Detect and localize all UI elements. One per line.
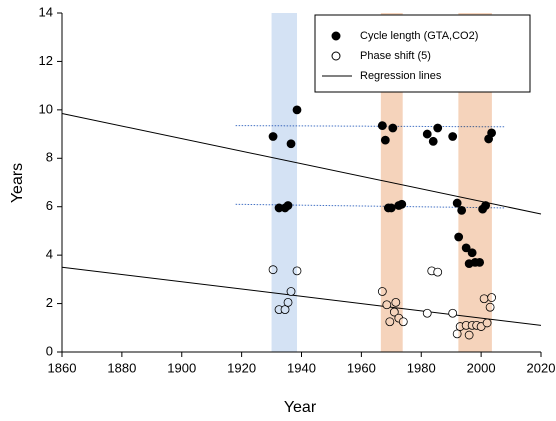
legend-label: Phase shift (5)	[360, 50, 431, 62]
y-tick-label: 10	[39, 101, 53, 116]
y-tick-label: 0	[46, 343, 53, 358]
x-tick-label: 1960	[347, 360, 376, 375]
point	[448, 308, 458, 318]
point	[433, 267, 443, 277]
y-tick-label: 4	[46, 247, 53, 262]
y-tick-label: 2	[46, 295, 53, 310]
y-tick-label: 6	[46, 198, 53, 213]
y-tick-label: 12	[39, 53, 53, 68]
y-tick-label: 8	[46, 150, 53, 165]
x-tick-label: 2020	[527, 360, 556, 375]
legend-label: Cycle length (GTA,CO2)	[360, 30, 478, 42]
legend-marker	[331, 31, 341, 41]
x-tick-label: 1920	[227, 360, 256, 375]
x-tick-label: 1860	[48, 360, 77, 375]
x-tick-label: 1940	[287, 360, 316, 375]
x-axis-title: Year	[284, 399, 317, 416]
point	[448, 132, 458, 141]
point	[428, 136, 438, 146]
legend-marker	[331, 51, 341, 61]
point	[433, 123, 443, 133]
x-tick-label: 1880	[107, 360, 136, 375]
y-axis-title: Years	[9, 163, 26, 203]
x-tick-label: 1900	[167, 360, 196, 375]
point	[422, 129, 432, 139]
x-tick-label: 1980	[407, 360, 436, 375]
band	[380, 13, 403, 352]
band	[271, 13, 298, 352]
legend-box	[314, 14, 531, 93]
point	[422, 308, 432, 318]
x-tick-label: 2000	[467, 360, 496, 375]
y-tick-label: 14	[39, 4, 53, 19]
legend-label: Regression lines	[360, 70, 442, 82]
